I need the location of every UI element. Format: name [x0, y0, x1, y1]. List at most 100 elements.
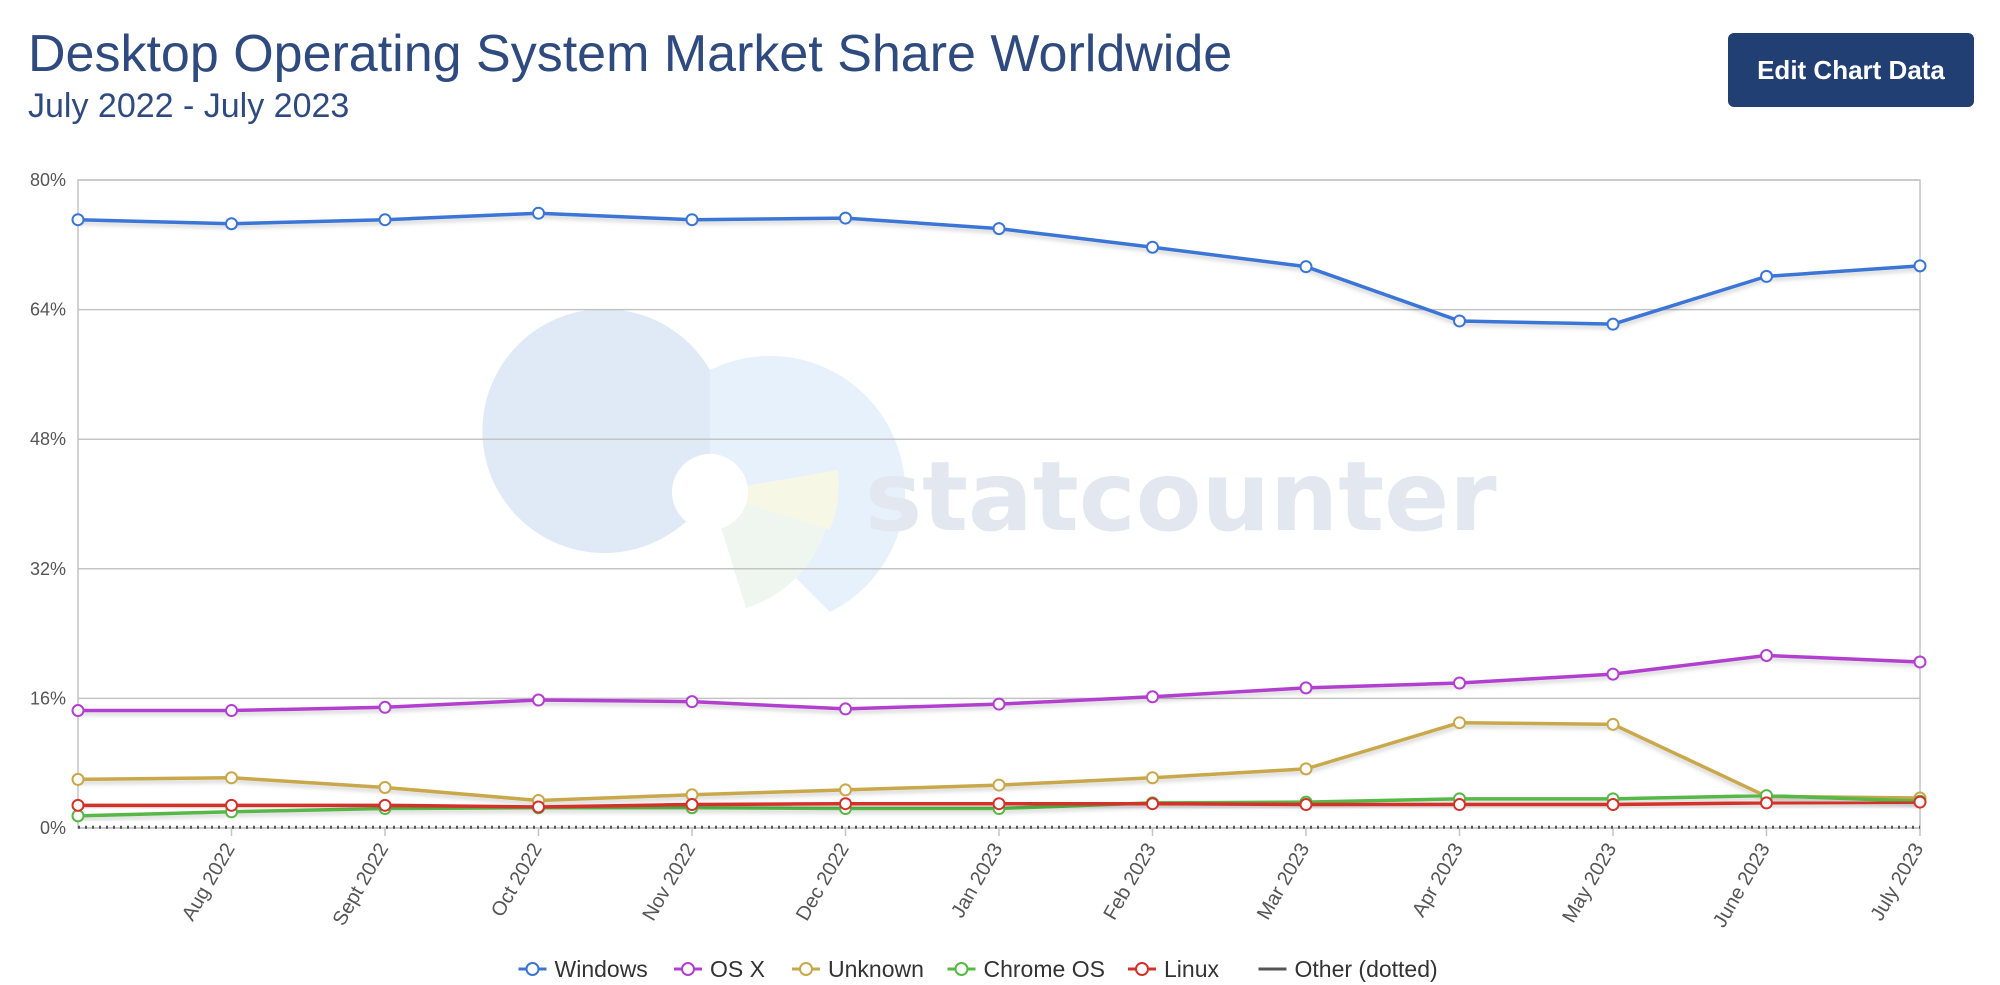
page-title: Desktop Operating System Market Share Wo…	[28, 25, 1233, 83]
legend-item[interactable]: OS X	[674, 956, 765, 982]
data-point[interactable]	[839, 783, 852, 797]
legend-marker	[525, 962, 540, 976]
data-point[interactable]	[1453, 716, 1466, 730]
data-point[interactable]	[1606, 717, 1620, 731]
legend-marker	[1135, 962, 1149, 976]
y-tick-label: 80%	[30, 170, 66, 190]
x-tick-label: July 2023	[1866, 840, 1928, 925]
data-point[interactable]	[685, 213, 699, 227]
legend-item[interactable]: Chrome OS	[947, 956, 1105, 982]
series-linux	[71, 795, 1927, 814]
data-point[interactable]	[225, 771, 238, 785]
data-point[interactable]	[1299, 260, 1313, 274]
legend-marker	[681, 962, 695, 976]
data-point[interactable]	[1913, 655, 1927, 669]
data-point[interactable]	[839, 211, 852, 225]
y-tick-label: 64%	[30, 300, 66, 320]
data-point[interactable]	[1146, 797, 1159, 811]
data-point[interactable]	[225, 217, 238, 231]
data-point[interactable]	[1299, 798, 1313, 812]
data-point[interactable]	[532, 206, 545, 220]
data-point[interactable]	[685, 695, 699, 709]
x-tick-label: Oct 2022	[487, 840, 547, 921]
series-unknown	[71, 716, 1927, 807]
x-tick-label: Aug 2022	[178, 840, 240, 925]
data-point[interactable]	[71, 772, 85, 786]
data-point[interactable]	[1453, 676, 1466, 690]
x-axis-ticks: Aug 2022 Sept 2022 Oct 2022 Nov 2022 Dec 202…	[178, 828, 1928, 931]
data-point[interactable]	[992, 778, 1006, 792]
data-point[interactable]	[992, 697, 1006, 711]
data-point[interactable]	[225, 704, 238, 718]
data-point[interactable]	[71, 213, 85, 227]
y-tick-label: 16%	[30, 688, 66, 708]
data-point[interactable]	[1146, 771, 1159, 785]
x-tick-label: Apr 2023	[1408, 840, 1468, 921]
date-range-subtitle: July 2022 - July 2023	[28, 87, 350, 126]
x-tick-label: Jan 2023	[947, 840, 1007, 922]
legend-marker	[954, 962, 969, 976]
chart-header: Desktop Operating System Market Share Wo…	[28, 25, 1233, 126]
data-point[interactable]	[992, 222, 1006, 236]
statcounter-logo-icon	[482, 309, 906, 612]
watermark-text: statcounter	[865, 441, 1497, 553]
x-tick-label: May 2023	[1558, 840, 1621, 927]
data-point[interactable]	[71, 809, 85, 823]
series-os-x	[71, 648, 1927, 718]
data-point[interactable]	[532, 800, 545, 814]
data-point[interactable]	[1606, 317, 1620, 331]
y-tick-label: 0%	[40, 818, 66, 838]
data-point[interactable]	[225, 798, 238, 812]
data-point[interactable]	[1146, 690, 1159, 704]
data-point[interactable]	[1913, 259, 1927, 273]
x-tick-label: Feb 2023	[1100, 840, 1161, 924]
edit-chart-data-button[interactable]: Edit Chart Data	[1728, 33, 1974, 107]
data-point[interactable]	[1453, 798, 1466, 812]
x-tick-label: Dec 2022	[792, 840, 854, 925]
legend-item[interactable]: Unknown	[792, 956, 924, 982]
x-tick-label: Sept 2022	[329, 840, 394, 930]
y-axis-ticks: 0% 16% 32% 48% 64% 80%	[30, 170, 66, 838]
legend-label: Windows	[555, 956, 648, 982]
data-point[interactable]	[1146, 240, 1159, 254]
data-point[interactable]	[71, 798, 85, 812]
data-point[interactable]	[839, 702, 852, 716]
data-point[interactable]	[1299, 762, 1313, 776]
legend-label: Chrome OS	[984, 956, 1105, 982]
statcounter-watermark: statcounter	[482, 309, 1497, 612]
data-point[interactable]	[839, 797, 852, 811]
legend-item[interactable]: Other (dotted)	[1258, 956, 1438, 982]
legend-marker	[799, 962, 813, 976]
data-point[interactable]	[1606, 798, 1620, 812]
data-point[interactable]	[992, 797, 1006, 811]
legend-item[interactable]: Linux	[1128, 956, 1219, 982]
y-tick-label: 48%	[30, 429, 66, 449]
data-point[interactable]	[1606, 667, 1620, 681]
legend-label: Other (dotted)	[1295, 956, 1438, 982]
data-point[interactable]	[71, 704, 85, 718]
data-point[interactable]	[378, 781, 392, 794]
data-point[interactable]	[1760, 269, 1773, 283]
x-tick-label: Mar 2023	[1253, 840, 1314, 924]
series-windows	[71, 206, 1927, 331]
x-tick-label: Nov 2022	[638, 840, 700, 925]
data-point[interactable]	[1760, 796, 1773, 810]
legend-label: OS X	[710, 956, 765, 982]
data-point[interactable]	[1299, 681, 1313, 695]
data-point[interactable]	[378, 213, 392, 227]
data-point[interactable]	[378, 700, 392, 714]
legend: Windows OS X Unknown Chrome OS Linux Other (d…	[518, 956, 1438, 982]
data-point[interactable]	[1453, 314, 1466, 328]
data-point[interactable]	[685, 798, 699, 812]
y-tick-label: 32%	[30, 559, 66, 579]
legend-label: Unknown	[828, 956, 924, 982]
data-point[interactable]	[1760, 648, 1773, 662]
data-point[interactable]	[532, 693, 545, 707]
series-lines	[71, 206, 1927, 829]
x-tick-label: June 2023	[1709, 840, 1775, 932]
legend-label: Linux	[1164, 956, 1219, 982]
data-point[interactable]	[378, 798, 392, 812]
data-point[interactable]	[1913, 795, 1927, 809]
legend-item[interactable]: Windows	[518, 956, 648, 982]
